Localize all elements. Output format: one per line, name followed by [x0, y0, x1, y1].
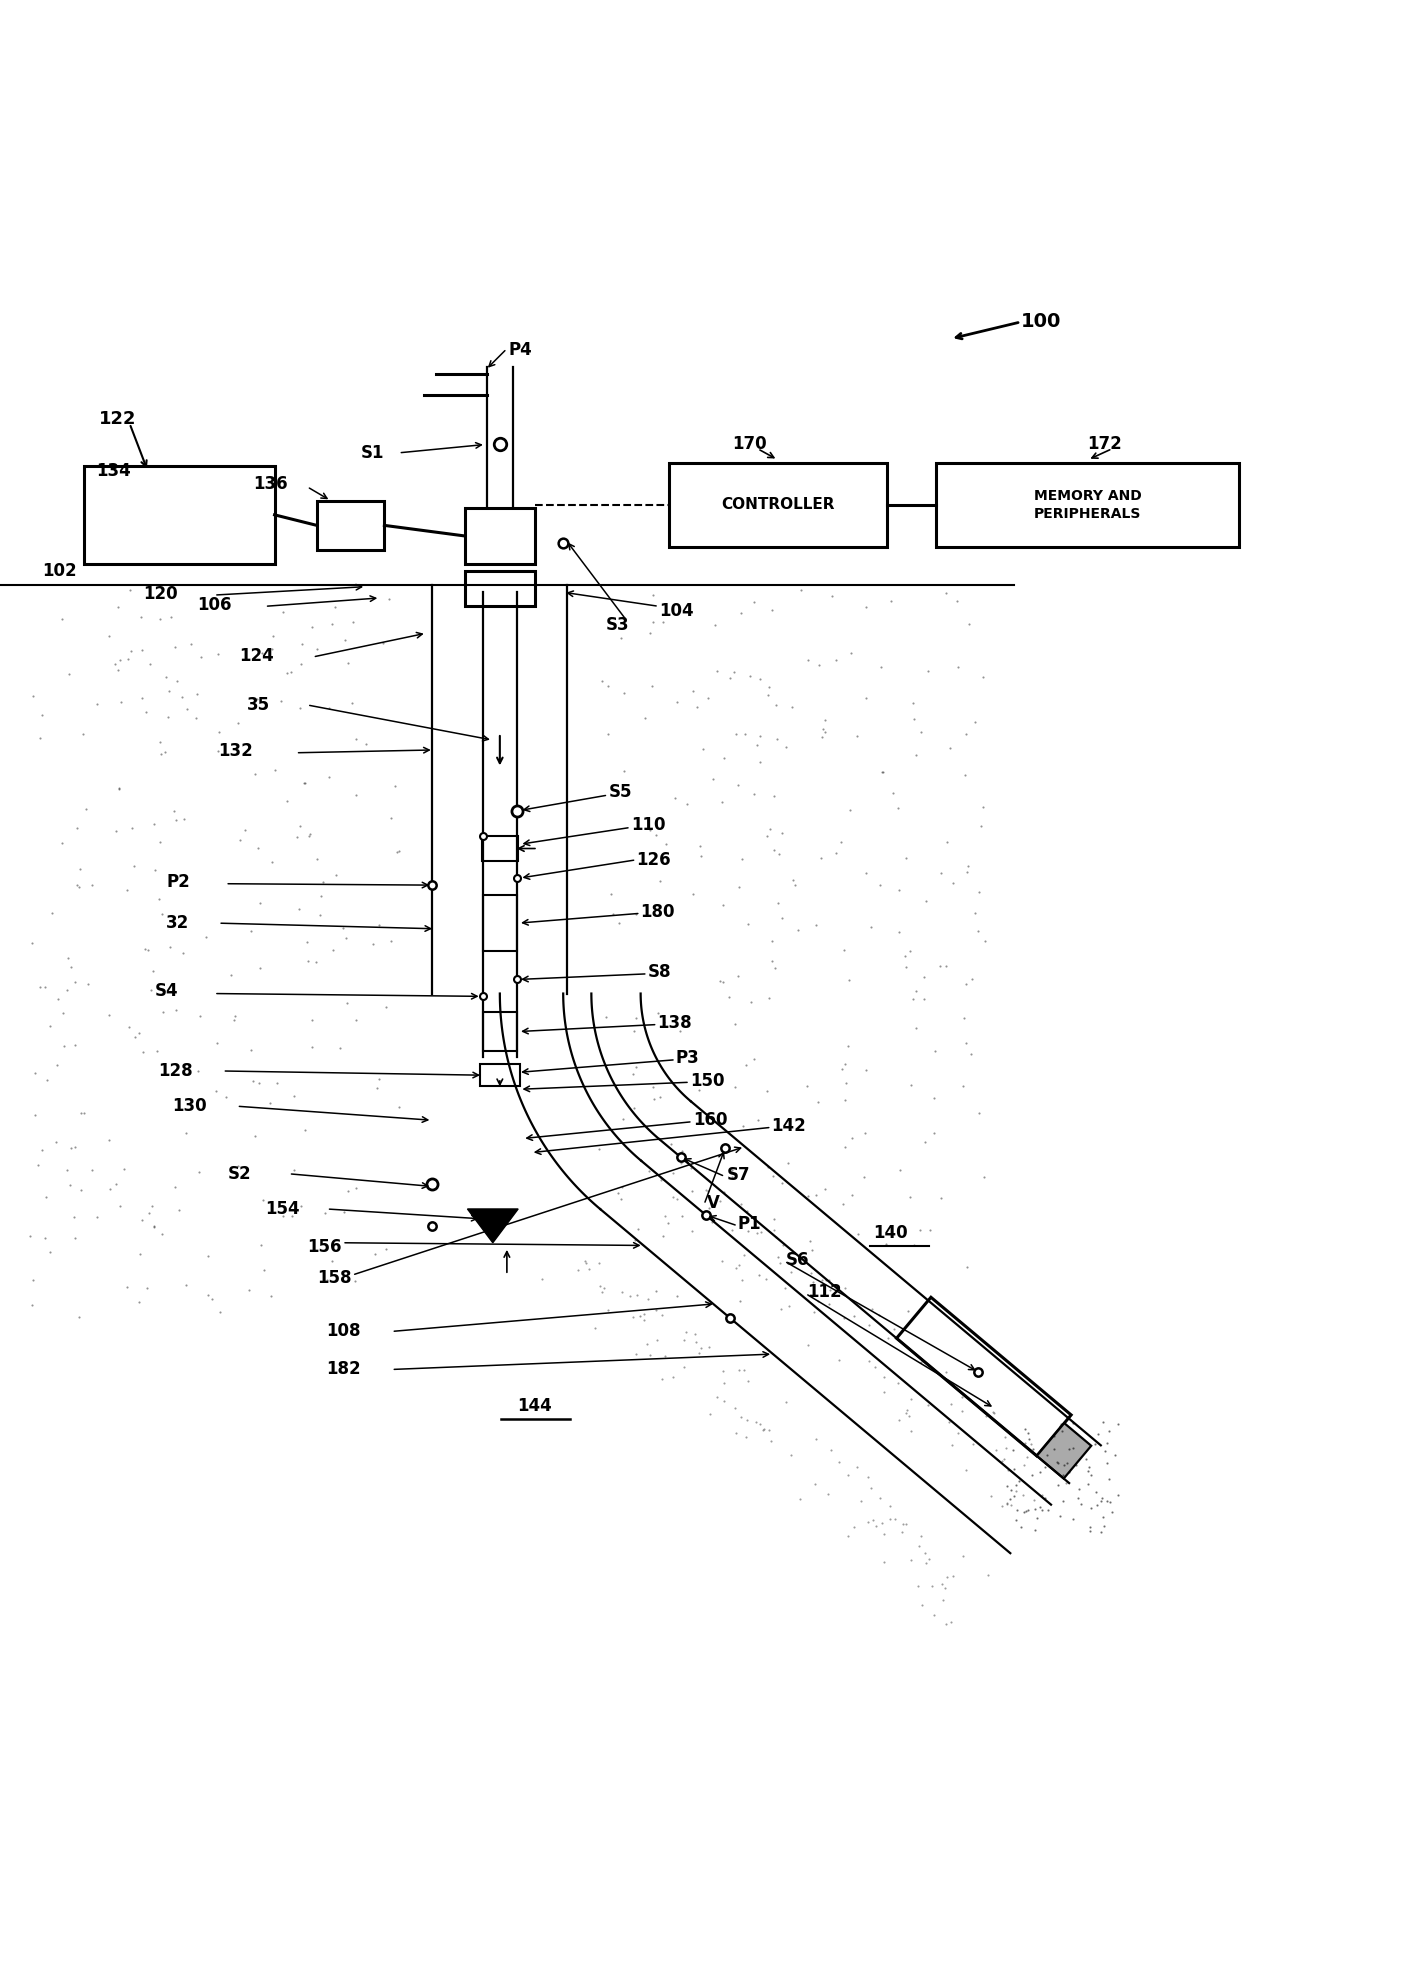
Text: S7: S7 — [727, 1166, 750, 1184]
Text: S3: S3 — [605, 616, 629, 633]
Text: 124: 124 — [239, 647, 275, 665]
Text: P3: P3 — [676, 1050, 700, 1067]
Text: 180: 180 — [641, 904, 676, 921]
Text: 100: 100 — [1021, 312, 1062, 331]
Bar — [936, 464, 1239, 547]
Text: 138: 138 — [658, 1014, 693, 1032]
Text: 134: 134 — [96, 462, 131, 479]
Text: MEMORY AND
PERIPHERALS: MEMORY AND PERIPHERALS — [1033, 489, 1142, 521]
Text: CONTROLLER: CONTROLLER — [721, 497, 835, 513]
Bar — [465, 570, 535, 606]
Text: 150: 150 — [690, 1071, 725, 1089]
Text: 142: 142 — [772, 1117, 807, 1134]
Text: 140: 140 — [873, 1223, 908, 1241]
Text: V: V — [707, 1194, 719, 1211]
Bar — [483, 896, 517, 951]
Bar — [84, 466, 275, 564]
Text: 160: 160 — [693, 1111, 728, 1129]
Text: 136: 136 — [253, 475, 289, 493]
Polygon shape — [1036, 1423, 1091, 1478]
Bar — [480, 1063, 520, 1087]
Text: 156: 156 — [307, 1237, 342, 1257]
Bar — [669, 464, 887, 547]
Text: 112: 112 — [807, 1282, 842, 1300]
Text: S8: S8 — [648, 963, 672, 981]
Bar — [465, 507, 535, 564]
Text: 158: 158 — [317, 1269, 352, 1286]
Text: 122: 122 — [99, 410, 137, 428]
Text: 102: 102 — [42, 562, 77, 580]
Text: 106: 106 — [197, 596, 232, 614]
Bar — [317, 501, 384, 550]
Text: P2: P2 — [166, 874, 190, 892]
Text: S5: S5 — [608, 783, 632, 801]
Text: 32: 32 — [166, 913, 190, 931]
Text: 108: 108 — [327, 1322, 362, 1340]
Text: 126: 126 — [636, 850, 672, 868]
Text: 104: 104 — [659, 602, 694, 620]
Text: P1: P1 — [738, 1215, 762, 1233]
Text: 132: 132 — [218, 742, 253, 760]
Text: 128: 128 — [158, 1061, 193, 1079]
Text: 120: 120 — [144, 584, 179, 602]
Text: 130: 130 — [172, 1097, 207, 1115]
Polygon shape — [467, 1209, 518, 1243]
Bar — [482, 837, 518, 860]
Text: 144: 144 — [518, 1397, 552, 1415]
Text: S6: S6 — [786, 1251, 810, 1269]
Text: 172: 172 — [1087, 436, 1122, 454]
Bar — [483, 1012, 517, 1052]
Text: P4: P4 — [508, 341, 532, 359]
Text: 170: 170 — [732, 436, 767, 454]
Text: S4: S4 — [155, 983, 179, 1000]
Text: 154: 154 — [265, 1200, 300, 1217]
Text: 110: 110 — [631, 815, 666, 833]
Text: S1: S1 — [360, 444, 384, 462]
Text: 182: 182 — [327, 1361, 362, 1379]
Text: 35: 35 — [246, 696, 269, 714]
Text: S2: S2 — [228, 1164, 252, 1182]
